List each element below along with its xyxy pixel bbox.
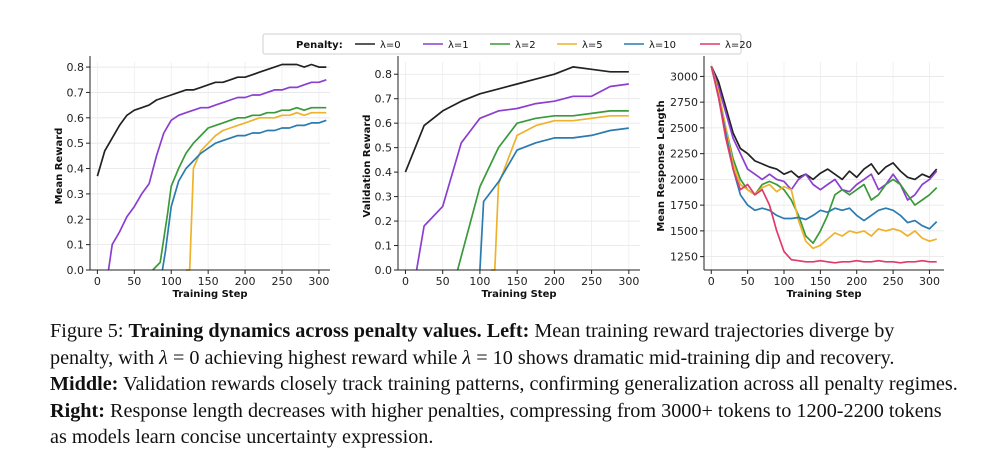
y-tick-label: 0.0 [375,264,393,277]
y-tick-label: 0.3 [67,188,85,201]
y-tick-label: 0.8 [67,61,85,74]
caption-left-eq-1: = 0 [172,346,200,369]
x-tick-label: 0 [402,275,409,288]
x-tick-label: 50 [127,275,141,288]
series-line-lambda-10 [710,65,938,230]
figure-caption: Figure 5: Training dynamics across penal… [50,318,960,451]
legend-title: Penalty: [296,40,343,51]
x-tick-label: 250 [883,275,904,288]
x-tick-label: 150 [507,275,528,288]
x-tick-label: 150 [198,275,219,288]
series-line-lambda-0 [710,65,938,181]
y-tick-label: 2750 [670,96,698,109]
x-tick-label: 200 [846,275,867,288]
caption-left-text-1: Mean training reward trajectories diverg… [50,320,895,369]
caption-title: Training dynamics across penalty values. [128,320,482,342]
series-line-lambda-1 [107,78,327,271]
caption-left-text-3: shows dramatic mid-training dip and reco… [517,346,895,369]
panel-validation-reward: 0.0 0.1 0.2 0.3 0.4 0.5 0.6 0.7 0.8 0 50 100 150 200 2… [362,56,640,300]
caption-figure-label: Figure 5: [50,320,124,342]
series-line-lambda-20 [710,65,937,264]
caption-lambda-1: λ [159,346,168,369]
y-tick-label: 1500 [670,225,698,238]
series-line-lambda-0 [404,66,629,173]
caption-right-label: Right: [50,399,105,422]
series-line-lambda-5 [491,114,629,271]
series-line-lambda-2 [456,110,629,271]
y-axis-label-response-length: Mean Response Length [656,100,667,231]
y-tick-label: 0.5 [375,142,393,155]
caption-middle-text: Validation rewards closely track trainin… [123,373,958,396]
x-tick-label: 300 [618,275,639,288]
y-tick-label: 0.5 [67,137,85,150]
x-tick-label: 0 [708,275,715,288]
caption-left-text-2: achieving highest reward while [204,346,458,369]
y-tick-label: 2500 [670,122,698,135]
legend-label-lambda-10: λ=10 [649,40,676,51]
y-axis-label-validation-reward: Validation Reward [362,115,373,218]
x-tick-label: 0 [94,275,101,288]
y-tick-label: 0.8 [375,68,393,81]
legend-label-lambda-20: λ=20 [725,40,752,51]
x-tick-label: 250 [272,275,293,288]
y-tick-label: 0.0 [67,264,85,277]
series-line-lambda-1 [710,65,938,201]
x-axis-label-validation-reward: Training Step [481,289,556,300]
y-tick-label: 0.4 [375,166,393,179]
y-tick-label: 0.4 [67,163,85,176]
x-tick-label: 300 [919,275,940,288]
x-tick-label: 100 [161,275,182,288]
x-tick-label: 200 [235,275,256,288]
x-axis-label-response-length: Training Step [786,289,861,300]
y-tick-label: 0.6 [375,117,393,130]
x-tick-label: 50 [741,275,755,288]
y-tick-label: 0.7 [67,86,85,99]
caption-middle-label: Middle: [50,373,119,396]
y-axis-label-mean-reward: Mean Reward [54,128,65,205]
legend-label-lambda-1: λ=1 [448,40,469,51]
y-tick-label: 0.3 [375,191,393,204]
series-line-lambda-10 [479,127,629,271]
caption-left-eq-2: = 10 [476,346,513,369]
figure: Penalty: λ=0 λ=1 λ=2 λ=5 λ=10 λ=20 0.00.10.20… [54,33,944,300]
y-tick-label: 1250 [670,251,698,264]
x-tick-label: 100 [774,275,795,288]
series-line-lambda-10 [161,119,327,271]
legend-label-lambda-0: λ=0 [380,40,401,51]
series-line-lambda-5 [710,65,937,250]
x-tick-label: 100 [469,275,490,288]
panel-mean-response-length: 1250 1500 1750 2000 2250 2500 2750 3000 0 50 100 15… [656,56,944,300]
y-tick-label: 2000 [670,173,698,186]
y-tick-label: 0.1 [375,240,393,253]
caption-left-label: Left: [486,320,530,342]
legend: Penalty: λ=0 λ=1 λ=2 λ=5 λ=10 λ=20 [262,33,752,55]
x-tick-label: 50 [436,275,450,288]
legend-label-lambda-5: λ=5 [582,40,603,51]
series-line-lambda-2 [710,65,938,245]
y-tick-label: 0.1 [67,239,85,252]
panel-mean-reward: 0.0 0.1 0.2 0.3 0.4 0.5 0.6 0.7 0.8 0 50 100 150 200 2… [54,56,330,300]
series-line-lambda-5 [186,111,327,271]
y-tick-label: 0.2 [375,215,393,228]
series-line-lambda-1 [415,83,629,271]
caption-right-text: Response length decreases with higher pe… [50,399,942,449]
series-line-lambda-2 [152,106,327,271]
x-tick-label: 300 [308,275,329,288]
y-tick-label: 2250 [670,148,698,161]
x-tick-label: 150 [810,275,831,288]
y-tick-label: 1750 [670,199,698,212]
x-axis-label-mean-reward: Training Step [172,289,247,300]
y-tick-label: 0.6 [67,112,85,125]
x-tick-label: 250 [581,275,602,288]
y-tick-label: 0.2 [67,213,85,226]
y-tick-label: 0.7 [375,93,393,106]
legend-label-lambda-2: λ=2 [515,40,536,51]
x-tick-label: 200 [544,275,565,288]
series-line-lambda-0 [96,63,327,177]
caption-lambda-2: λ [462,346,472,369]
y-tick-label: 3000 [670,70,698,83]
